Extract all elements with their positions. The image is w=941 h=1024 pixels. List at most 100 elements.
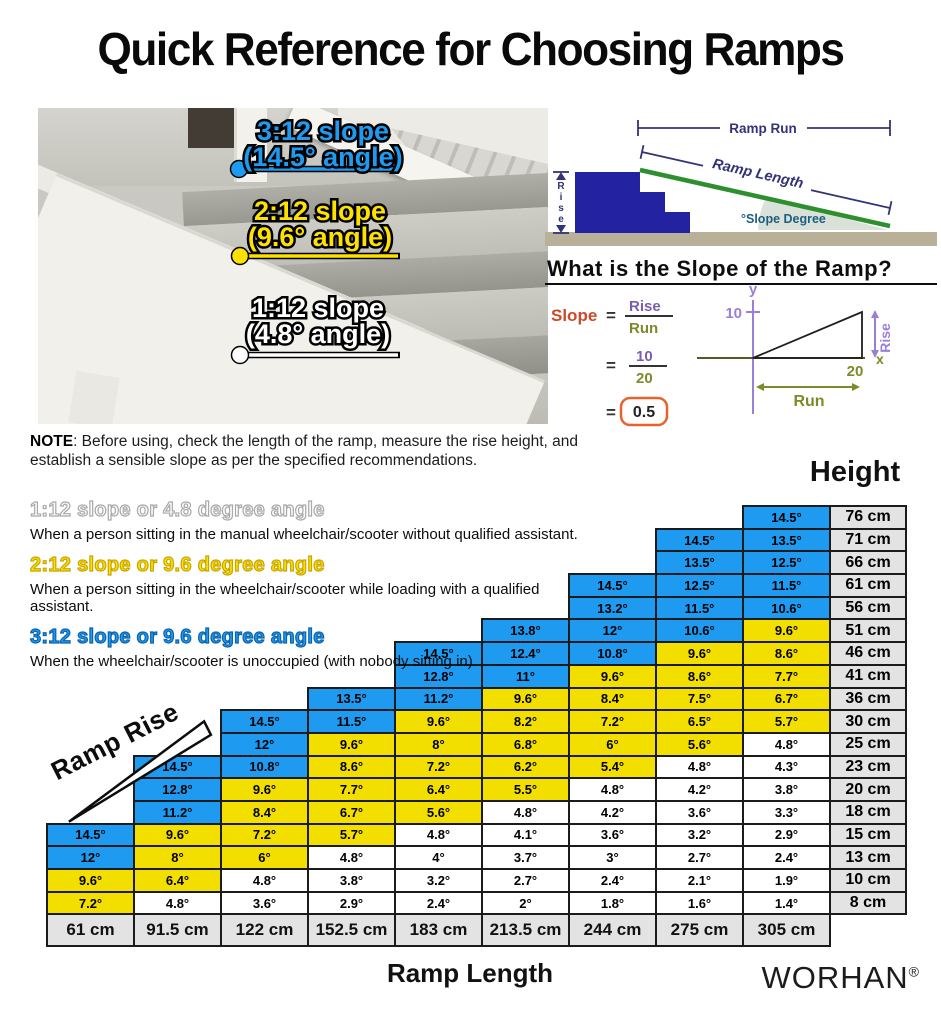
angle-cell: 8.4° [568,686,657,712]
annotation-dot [230,246,250,266]
angle-cell: 4° [394,845,483,870]
ramp-rise-label: Ramp Rise [46,696,183,786]
angle-cell: 1.4° [742,890,831,916]
angle-cell: 4.2° [568,799,657,825]
slope-annotation-1-12: 1:12 slope (4.8° angle) [230,291,400,365]
table-row: 14.5° 9.6° 7.2° 5.7° 4.8° 4.1° 3.6° 3.2° 2.9° 15 … [46,822,907,848]
note-body: : Before using, check the length of the … [30,433,578,469]
table-row: 14.5° 12.5° 11.5° 61 cm [47,573,907,598]
angle-cell: 9.6° [307,731,396,757]
height-cell: 46 cm [829,641,907,666]
angle-cell: 9.6° [394,709,483,734]
angle-cell: 5.5° [481,777,570,802]
table-row: 12° 9.6° 8° 6.8° 6° 5.6° 4.8° 25 cm [47,731,907,757]
angle-cell: 8° [394,731,483,757]
table-row: 14.5° 11.5° 9.6° 8.2° 7.2° 6.5° 5.7° 30 cm [47,709,907,734]
angle-cell: 3.7° [481,845,570,870]
angle-cell: 5.4° [568,754,657,780]
slope-degree-label: °Slope Degree [741,212,826,226]
height-cell: 25 cm [829,731,907,757]
length-cell: 305 cm [742,913,831,948]
length-cell: 244 cm [568,913,657,948]
annotation-text: (9.6° angle) [248,222,392,252]
angle-cell: 4.8° [742,731,831,757]
denominator: 20 [636,370,653,387]
angle-cell: 3.8° [742,777,831,802]
angle-cell: 13.5° [655,550,744,576]
length-cell: 152.5 cm [307,913,396,948]
height-cell: 30 cm [829,709,907,734]
angle-cell: 1.6° [655,890,744,916]
table-row: 7.2° 4.8° 3.6° 2.9° 2.4° 2° 1.8° 1.6° 1.4° 8 cm [46,890,907,916]
angle-cell: 6.7° [742,686,831,712]
height-axis-label: Height [809,456,901,488]
angle-cell: 4.8° [394,822,483,848]
angle-cell: 6.4° [394,777,483,802]
run-arrowhead-right [852,383,860,391]
empty-cell [569,551,656,574]
angle-cell: 6.8° [481,731,570,757]
angle-cell: 9.6° [568,663,657,689]
table-row: 11.2° 8.4° 6.7° 5.6° 4.8° 4.2° 3.6° 3.3° 18 cm [47,799,907,825]
legend-description: When the wheelchair/scooter is unoccupie… [30,653,477,670]
ramp-run-dimension [637,120,891,136]
slope-question-title: What is the Slope of the Ramp? [547,258,892,281]
length-cell: 91.5 cm [133,913,222,948]
legend-item: 1:12 slope or 4.8 degree angle When a per… [29,499,582,543]
annotation-text: (14.5° angle) [243,142,402,172]
angle-cell: 7.2° [46,890,135,916]
length-footer-row: 61 cm 91.5 cm 122 cm 152.5 cm 183 cm 213.5 cm… [46,913,906,948]
annotation-dot [230,345,250,365]
angle-cell: 12° [568,618,657,644]
angle-cell: 12.5° [655,573,744,598]
legend-description: When a person sitting in the wheelchair/… [30,581,540,615]
angle-cell: 3.2° [655,822,744,848]
angle-cell: 5.7° [742,709,831,734]
brand-name: WORHAN [761,960,909,995]
y-tick-value: 10 [725,305,742,322]
height-cell: 23 cm [829,754,907,780]
angle-cell: 2.4° [568,868,657,893]
angle-cell: 8.6° [655,663,744,689]
angle-cell: 2.9° [307,890,396,916]
note-text: NOTE: Before using, check the length of … [30,433,588,471]
angle-cell: 4.1° [481,822,570,848]
angle-cell: 1.9° [742,868,831,893]
slope-annotation-3-12: 3:12 slope (14.5° angle) [229,114,405,179]
angle-cell: 13.5° [742,527,831,553]
ground-bar [545,232,937,246]
svg-text:i: i [560,192,563,203]
run-arrowhead-left [756,383,764,391]
length-cell: 213.5 cm [481,913,570,948]
angle-cell: 8.2° [481,709,570,734]
page-title: Quick Reference for Choosing Ramps [97,23,845,75]
height-cell: 66 cm [829,550,907,576]
angle-cell: 4.8° [655,754,744,780]
rise-arrow-up [556,172,566,180]
angle-cell: 3.8° [307,868,396,893]
height-cell: 61 cm [829,573,907,598]
ramp-rise-group: Ramp Rise [46,696,213,823]
ramp-run-label: Ramp Run [729,121,797,136]
height-cell: 10 cm [829,868,907,893]
table-row: 13.8° 12° 10.6° 9.6° 51 cm [47,618,907,644]
height-cell: 20 cm [829,777,907,802]
angle-cell: 2.1° [655,868,744,893]
table-row: 12.8° 11° 9.6° 8.6° 7.7° 41 cm [47,663,907,689]
annotation-text: 3:12 slope [257,116,389,146]
angle-cell: 4.8° [307,845,396,870]
angle-cell: 12.4° [481,641,570,666]
angle-cell: 3.6° [568,822,657,848]
angle-cell: 9.6° [742,618,831,644]
length-cell: 61 cm [46,913,135,948]
svg-text:s: s [558,203,564,214]
angle-cell: 8.6° [307,754,396,780]
svg-text:e: e [558,214,564,225]
angle-cell: 8° [133,845,222,870]
angle-cell: 9.6° [655,641,744,666]
length-cell: 122 cm [220,913,309,948]
angle-cell: 11.5° [655,595,744,621]
rise-axis-label: Rise [877,323,893,353]
angle-cell: 6.7° [307,799,396,825]
